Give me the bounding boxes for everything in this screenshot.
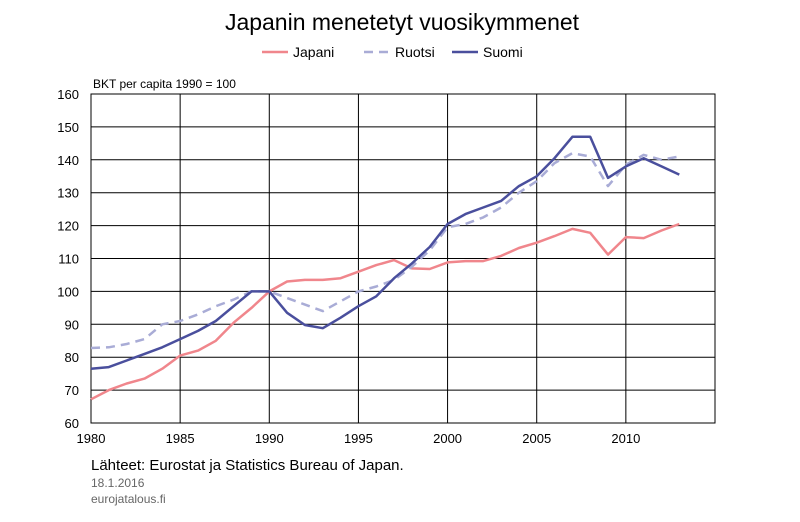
x-tick-label: 1995 (344, 431, 373, 446)
y-tick-label: 70 (65, 383, 79, 398)
y-tick-label: 160 (57, 87, 79, 102)
y-axis-label: BKT per capita 1990 = 100 (93, 77, 236, 91)
date-note: 18.1.2016 (91, 476, 145, 490)
grid (90, 93, 715, 424)
y-tick-label: 90 (65, 317, 79, 332)
y-tick-label: 80 (65, 350, 79, 365)
x-tick-label: 2010 (611, 431, 640, 446)
x-axis: 1980 1985 1990 1995 2000 2005 2010 (77, 431, 641, 446)
series-line-suomi (90, 135, 680, 370)
x-tick-label: 1990 (255, 431, 284, 446)
chart-title: Japanin menetetyt vuosikymmenet (225, 9, 580, 35)
y-tick-label: 120 (57, 219, 79, 234)
y-tick-label: 150 (57, 120, 79, 135)
series-group (90, 135, 680, 401)
source-note: Lähteet: Eurostat ja Statistics Bureau o… (91, 457, 404, 474)
legend-label-japani: Japani (293, 44, 334, 60)
x-tick-label: 2000 (433, 431, 462, 446)
legend: Japani Ruotsi Suomi (262, 44, 523, 60)
x-tick-label: 2005 (522, 431, 551, 446)
series-line-ruotsi (90, 151, 680, 350)
y-tick-label: 110 (58, 252, 79, 267)
legend-label-ruotsi: Ruotsi (395, 44, 435, 60)
plot-frame (90, 93, 716, 424)
x-tick-label: 1980 (77, 431, 106, 446)
x-tick-label: 1985 (166, 431, 195, 446)
y-axis: 60 70 80 90 100 110 120 130 140 150 160 (57, 87, 79, 431)
y-tick-label: 100 (57, 284, 79, 299)
y-tick-label: 130 (57, 186, 79, 201)
y-tick-label: 60 (65, 416, 79, 431)
site-note: eurojatalous.fi (91, 492, 166, 506)
y-tick-label: 140 (57, 153, 79, 168)
legend-label-suomi: Suomi (483, 44, 523, 60)
series-line-japani (90, 222, 680, 401)
